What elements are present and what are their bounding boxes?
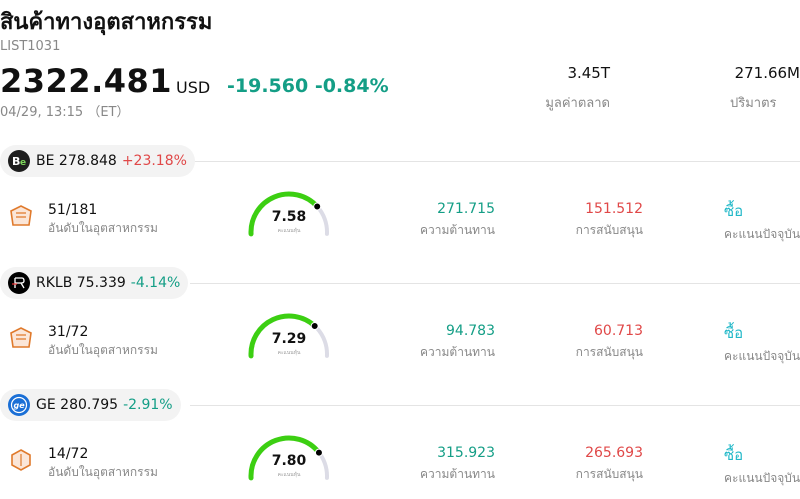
stock-ticker-price: GE 280.795 xyxy=(36,397,119,413)
score-gauge xyxy=(248,313,329,359)
list-code: LIST1031 xyxy=(0,39,61,54)
industry-rank: 14/72 xyxy=(48,446,89,462)
support-value: 151.512 xyxy=(585,201,643,217)
market-cap-stat: 3.45T มูลค่าตลาด xyxy=(520,64,610,113)
volume-label: ปริมาตร xyxy=(730,96,777,111)
svg-text:B: B xyxy=(12,155,20,168)
stock-change: -2.91% xyxy=(123,397,173,413)
row-divider xyxy=(190,161,800,162)
support-label: การสนับสนุน xyxy=(575,223,643,237)
industry-rank: 51/181 xyxy=(48,202,98,218)
rating-label: คะแนนปัจจุบัน xyxy=(724,349,800,363)
rating-label: คะแนนปัจจุบัน xyxy=(724,227,800,241)
rklb-logo-icon xyxy=(8,272,30,294)
resistance-value: 271.715 xyxy=(437,201,495,217)
timestamp: 04/29, 13:15 （ET） xyxy=(0,105,130,120)
score-gauge xyxy=(248,435,329,481)
industry-rank-label: อันดับในอุตสาหกรรม xyxy=(48,343,158,357)
row-divider xyxy=(190,283,800,284)
market-cap-value: 3.45T xyxy=(567,64,610,82)
svg-text:ge: ge xyxy=(14,401,26,410)
ge-logo-icon: ge xyxy=(8,394,30,416)
industry-rank-icon xyxy=(10,205,32,226)
stock-change: -4.14% xyxy=(130,275,181,291)
index-price: 2322.481 xyxy=(0,62,173,100)
gauge-indicator-dot xyxy=(310,322,319,330)
rating-value[interactable]: ซื้อ xyxy=(724,202,744,220)
index-change: -19.560 -0.84% xyxy=(227,75,389,97)
score-value: 7.80 xyxy=(271,453,307,469)
gauge-fill xyxy=(248,435,322,481)
industry-rank-label: อันดับในอุตสาหกรรม xyxy=(48,465,158,479)
resistance-label: ความต้านทาน xyxy=(420,467,495,481)
rating-value[interactable]: ซื้อ xyxy=(724,446,744,464)
gauge-indicator-dot xyxy=(313,202,322,211)
row-divider xyxy=(190,405,800,406)
page-title: สินค้าทางอุตสาหกรรม xyxy=(0,10,213,35)
gauge-indicator-dot xyxy=(314,448,323,457)
support-label: การสนับสนุน xyxy=(575,467,643,481)
support-value: 265.693 xyxy=(585,445,643,461)
gauge-fill xyxy=(248,191,320,237)
resistance-label: ความต้านทาน xyxy=(420,345,495,359)
score-label: คะแนนหุ้น xyxy=(277,472,301,478)
market-cap-label: มูลค่าตลาด xyxy=(545,96,610,111)
gauge-fill xyxy=(248,313,318,359)
rating-value[interactable]: ซื้อ xyxy=(724,324,744,342)
score-gauge xyxy=(248,191,329,237)
score-value: 7.29 xyxy=(271,331,307,347)
resistance-value: 315.923 xyxy=(437,445,495,461)
stock-change: +23.18% xyxy=(121,153,187,169)
industry-rank-icon xyxy=(10,327,32,348)
resistance-label: ความต้านทาน xyxy=(420,223,495,237)
score-label: คะแนนหุ้น xyxy=(277,350,301,356)
svg-text:e: e xyxy=(20,158,26,168)
score-label: คะแนนหุ้น xyxy=(277,228,301,234)
rating-label: คะแนนปัจจุบัน xyxy=(724,471,800,485)
support-label: การสนับสนุน xyxy=(575,345,643,359)
industry-rank-icon xyxy=(11,449,31,471)
volume-value: 271.66M xyxy=(734,64,800,82)
stock-ticker-price: BE 278.848 xyxy=(36,153,117,169)
resistance-value: 94.783 xyxy=(446,323,495,339)
score-value: 7.58 xyxy=(271,209,307,225)
stock-chip-ge[interactable]: ge GE 280.795 -2.91% xyxy=(0,389,181,421)
industry-rank: 31/72 xyxy=(48,324,89,340)
volume-stat: 271.66M ปริมาตร xyxy=(720,64,800,113)
support-value: 60.713 xyxy=(594,323,643,339)
stock-chip-rklb[interactable]: RKLB 75.339 -4.14% xyxy=(0,267,189,299)
stock-ticker-price: RKLB 75.339 xyxy=(36,275,126,291)
currency-label: USD xyxy=(176,78,211,97)
industry-rank-label: อันดับในอุตสาหกรรม xyxy=(48,221,158,235)
